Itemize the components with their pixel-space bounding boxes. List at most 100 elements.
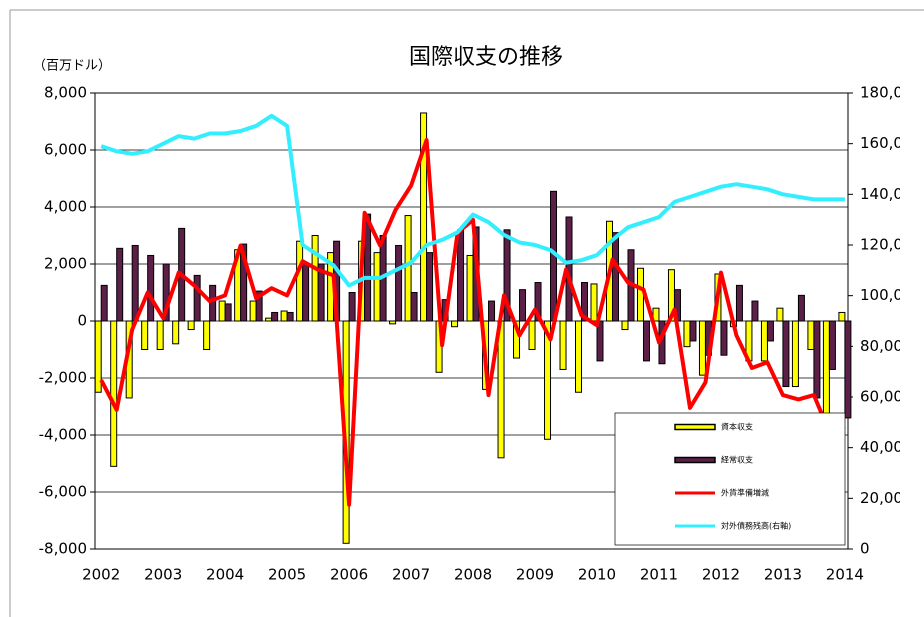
bar [611,232,619,322]
bar [575,320,583,393]
y-tick-label: 6,000 [44,141,87,159]
y2-tick-label: 40,000 [860,438,913,456]
bar [683,320,691,348]
bar [534,282,542,322]
bar [519,289,527,322]
x-tick-label: 2005 [268,566,306,584]
bar [224,303,232,322]
bar [844,320,852,419]
bar [172,320,180,345]
bar [203,320,211,350]
bar [735,284,743,322]
bar [652,307,660,322]
legend-label: 対外債務残高(右軸) [721,521,791,531]
y2-tick-label: 180,000 [860,84,922,102]
bar [760,320,768,362]
x-tick-label: 2012 [702,566,740,584]
bar [559,320,567,370]
bar [395,244,403,322]
bar [488,300,496,322]
bar [689,320,697,342]
bar [373,252,381,322]
bar [296,240,304,322]
bar [156,320,164,350]
bar [249,300,257,322]
chart-title: 国際収支の推移 [409,45,563,70]
bar [544,320,552,440]
bar [286,311,294,322]
bar [813,320,821,399]
bar [404,215,412,322]
bar [116,247,124,322]
bar [642,320,650,362]
bar [720,320,728,356]
y2-tick-label: 80,000 [860,337,913,355]
y2-tick-label: 140,000 [860,185,922,203]
x-tick-label: 2013 [764,566,802,584]
x-tick-label: 2002 [82,566,120,584]
bar [766,320,774,342]
y-tick-label: -2,000 [39,369,87,387]
bar [503,229,511,322]
bar [271,311,279,322]
legend-label: 経常収支 [721,455,753,465]
bar [317,263,325,322]
x-tick-label: 2009 [516,566,554,584]
y-tick-label: 2,000 [44,255,87,273]
bar [147,254,155,322]
bar [389,320,397,325]
bar [621,320,629,331]
legend-label: 資本収支 [721,422,753,432]
bar [218,300,226,322]
x-tick-label: 2010 [578,566,616,584]
y-tick-label: 0 [77,312,87,330]
y-tick-label: -6,000 [39,483,87,501]
bar [110,320,118,467]
x-tick-label: 2011 [640,566,678,584]
bar [240,243,248,322]
x-tick-label: 2008 [454,566,492,584]
y-tick-label: -4,000 [39,426,87,444]
x-tick-label: 2006 [330,566,368,584]
bar [420,112,428,322]
bar [131,244,139,322]
bar [776,307,784,322]
bar [255,290,263,322]
bar [364,213,372,322]
bar [528,320,536,350]
bar [828,320,836,370]
bar [636,267,644,322]
bar [451,320,459,328]
bar [311,235,319,322]
y2-tick-label: 120,000 [860,236,922,254]
line-series [100,113,845,288]
y-tick-label: 8,000 [44,84,87,102]
x-tick-label: 2004 [206,566,244,584]
right-axis: 0 20,000 40,000 60,000 80,000 100,000 120,000 1… [860,84,922,558]
bar [426,252,434,322]
y2-tick-label: 60,000 [860,388,913,406]
bar [162,263,170,322]
bar [457,229,465,322]
x-tick-label: 2007 [392,566,430,584]
bar [797,294,805,322]
bar [590,283,598,322]
bar [513,320,521,359]
x-tick-label: 2014 [826,566,864,584]
bar [193,274,201,322]
bar [782,320,790,388]
bar [791,320,799,388]
y-tick-label: 4,000 [44,198,87,216]
x-tick-label: 2003 [144,566,182,584]
legend-swatch [674,423,716,431]
bar [822,320,830,425]
bar [751,300,759,322]
bar [698,320,706,376]
y2-tick-label: 0 [860,540,870,558]
bar [187,320,195,331]
bar [410,292,418,322]
bar [348,292,356,322]
line-series [99,138,846,507]
